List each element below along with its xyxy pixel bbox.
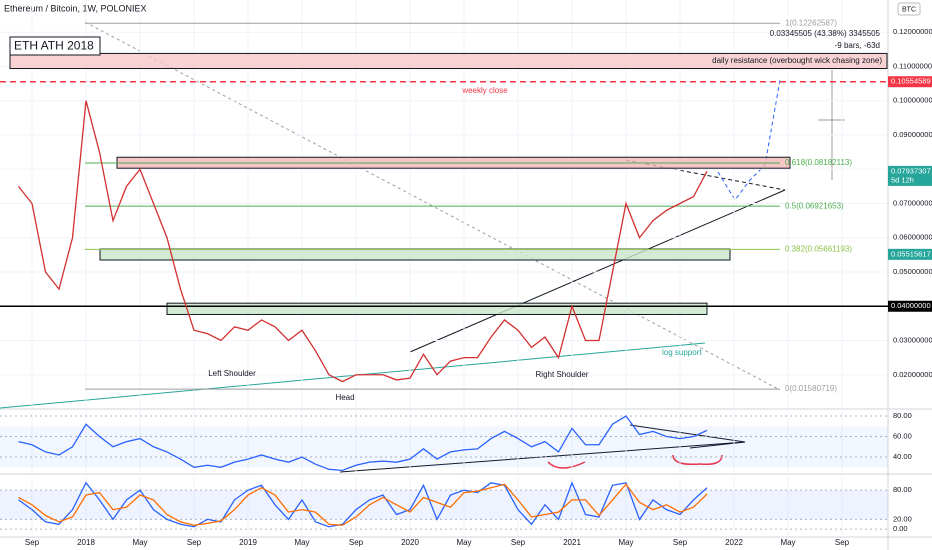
annotation: ETH ATH 2018 — [14, 39, 94, 53]
y-tick-label: 0.09000000 — [893, 130, 932, 139]
y-tick-label: 20.00 — [893, 514, 912, 523]
x-tick-label: Sep — [511, 538, 526, 547]
ath-box — [9, 36, 101, 56]
x-tick-label: Sep — [349, 538, 364, 547]
fib-trend — [84, 21, 781, 391]
price-tag-label: 0.04000000 — [891, 301, 931, 310]
price-line — [17, 100, 708, 383]
fib-label: 0.382(0.05661193) — [785, 244, 852, 253]
rsi-curve — [547, 461, 586, 469]
wedge-line — [624, 159, 786, 191]
y-tick-label: 80.00 — [893, 411, 912, 420]
x-tick-label: Sep — [25, 538, 40, 547]
weekly-close-label: weekly close — [461, 86, 508, 95]
price-tag — [888, 165, 932, 186]
fib-label: 1(0.12262587) — [785, 18, 837, 27]
x-tick-label: Sep — [835, 538, 850, 547]
price-line — [18, 483, 708, 526]
rsi-curve — [672, 454, 723, 466]
x-tick-label: May — [132, 538, 147, 547]
neckline — [409, 189, 786, 353]
y-tick-label: 0.02000000 — [893, 370, 932, 379]
x-tick-label: Sep — [673, 538, 688, 547]
annotation: 0.03345505 (43.38%) 3345505 — [770, 29, 881, 38]
price-tag — [888, 76, 932, 88]
price-line — [18, 415, 708, 472]
price-tag — [888, 300, 932, 312]
rsi-wedge — [629, 424, 746, 449]
x-tick-label: 2018 — [77, 538, 95, 547]
x-tick-label: 2019 — [239, 538, 257, 547]
price-tag-label: 0.05515617 — [891, 249, 931, 258]
price-line — [18, 481, 708, 528]
y-tick-label: 40.00 — [893, 452, 912, 461]
x-tick-label: 2020 — [401, 538, 419, 547]
y-tick-label: 0.00 — [893, 524, 908, 533]
log-support-line — [0, 342, 706, 409]
x-tick-label: May — [456, 538, 471, 547]
fib-label: 0.5(0.06921653) — [785, 201, 844, 210]
y-tick-label: 0.05000000 — [893, 267, 932, 276]
zone-label: daily resistance (overbought wick chasin… — [712, 56, 882, 65]
projection — [717, 79, 781, 201]
annotation: Left Shoulder — [208, 369, 256, 378]
y-tick-label: 0.11000000 — [893, 61, 932, 70]
y-tick-label: 60.00 — [893, 432, 912, 441]
y-tick-label: 0.03000000 — [893, 335, 932, 344]
annotation: Right Shoulder — [536, 370, 589, 379]
annotation: Head — [335, 393, 354, 402]
x-tick-label: Sep — [187, 538, 202, 547]
x-tick-label: 2022 — [725, 538, 743, 547]
y-tick-label: 80.00 — [893, 485, 912, 494]
price-tag-label: 0.07937307 — [891, 166, 931, 175]
annotation: -9 bars, -63d — [835, 41, 880, 50]
chart-title: Ethereum / Bitcoin, 1W, POLONIEX — [4, 3, 147, 13]
y-tick-label: 0.10000000 — [893, 96, 932, 105]
price-tag — [888, 248, 932, 260]
fib-label: 0.618(0.08182113) — [785, 158, 852, 167]
price-tag-label: 0.10554589 — [891, 77, 931, 86]
zone — [166, 302, 708, 315]
rsi-band — [0, 426, 888, 468]
y-tick-label: 0.06000000 — [893, 233, 932, 242]
currency-badge — [897, 2, 921, 16]
x-tick-label: 2021 — [563, 538, 581, 547]
fib-label: 0(0.01580719) — [785, 384, 837, 393]
annotation: log support — [662, 348, 702, 357]
zone — [99, 248, 731, 261]
y-tick-label: 0.07000000 — [893, 198, 932, 207]
price-tag-sub: 5d 12h — [891, 175, 914, 184]
x-tick-label: May — [294, 538, 309, 547]
x-tick-label: May — [780, 538, 795, 547]
x-tick-label: May — [618, 538, 633, 547]
zone — [9, 52, 888, 70]
rsi-trend — [339, 441, 746, 473]
y-tick-label: 0.12000000 — [893, 27, 932, 36]
currency: BTC — [902, 6, 916, 13]
